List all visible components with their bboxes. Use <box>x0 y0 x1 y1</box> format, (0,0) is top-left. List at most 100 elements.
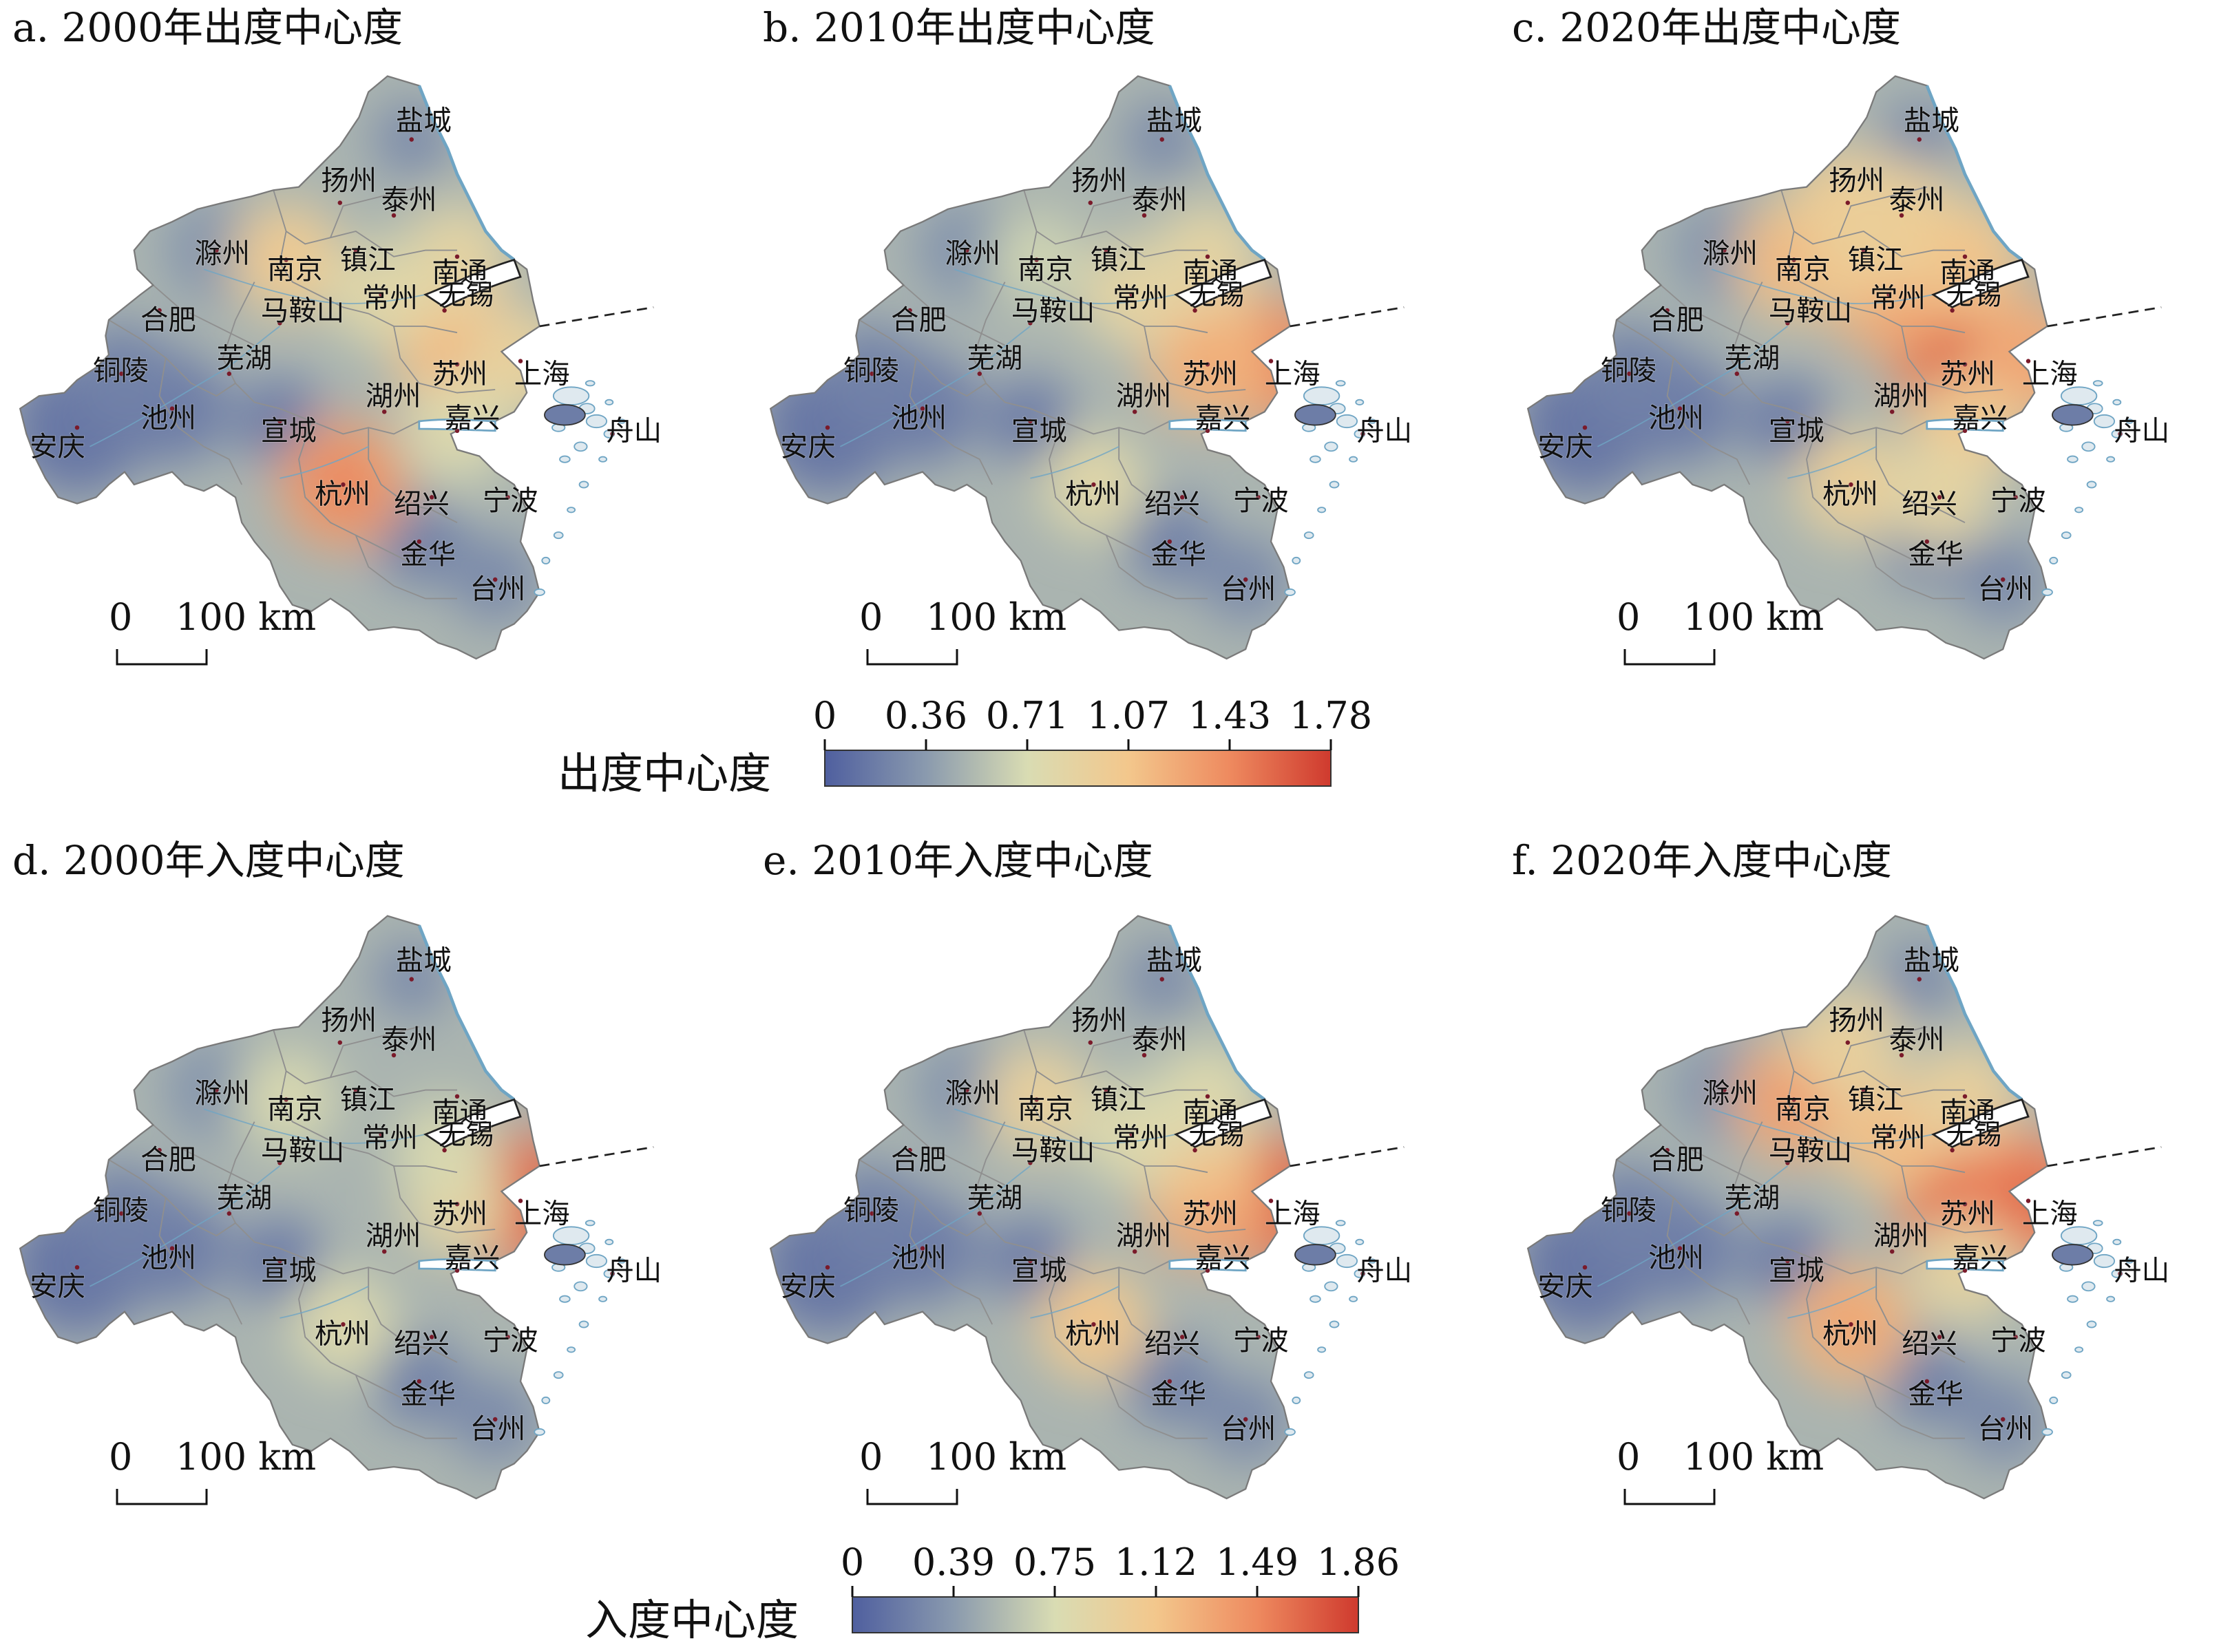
city-label-铜陵: 铜陵 <box>843 354 899 387</box>
city-label-台州: 台州 <box>470 573 525 606</box>
city-label-安庆: 安庆 <box>1537 1270 1593 1303</box>
island <box>1303 1371 1314 1379</box>
city-label-铜陵: 铜陵 <box>93 354 149 387</box>
city-label-滁州: 滁州 <box>945 1077 1000 1110</box>
city-label-杭州: 杭州 <box>1822 1317 1878 1351</box>
city-label-宣城: 宣城 <box>261 414 317 447</box>
city-dot <box>1243 577 1248 582</box>
river <box>954 1108 1177 1144</box>
city-border <box>1729 282 1928 435</box>
island <box>585 1253 608 1269</box>
legend-tick-label: 0.36 <box>885 694 967 737</box>
city-label-镇江: 镇江 <box>1848 1083 1904 1116</box>
city-border <box>298 1260 407 1401</box>
city-dot <box>1179 1335 1185 1339</box>
city-label-安庆: 安庆 <box>780 1270 836 1303</box>
island <box>2081 1281 2096 1292</box>
hangzhou-bay <box>1926 419 2004 432</box>
legend-in-degree: 入度中心度 0 0.39 0.75 1.12 1.49 1.86 <box>585 1540 1400 1645</box>
city-label-嘉兴: 嘉兴 <box>1953 1241 2008 1274</box>
city-dot <box>1677 406 1683 411</box>
city-label-湖州: 湖州 <box>1873 1219 1929 1252</box>
scale-bar: 0 100 km <box>109 1435 316 1505</box>
city-border <box>1660 284 1763 346</box>
legend-tick-label: 0 <box>841 1540 864 1584</box>
city-border <box>222 282 420 435</box>
island <box>2074 1346 2084 1353</box>
city-dot <box>1791 257 1796 262</box>
city-dot <box>284 1097 288 1102</box>
city-dot <box>1886 1132 1891 1137</box>
city-dot <box>2000 1417 2006 1422</box>
island <box>578 480 589 489</box>
island <box>1355 1238 1365 1246</box>
city-label-合肥: 合肥 <box>891 304 947 337</box>
legend-tick-label: 1.49 <box>1216 1540 1298 1584</box>
city-border <box>1780 189 1966 257</box>
city-label-芜湖: 芜湖 <box>1724 341 1780 374</box>
city-dot <box>492 1417 498 1422</box>
legend-tick-label: 1.12 <box>1115 1540 1197 1584</box>
city-label-扬州: 扬州 <box>1829 164 1884 197</box>
city-label-盐城: 盐城 <box>1146 944 1202 977</box>
river <box>1030 1285 1119 1319</box>
scale-bar-label: 100 km <box>1683 1435 1824 1479</box>
city-dot <box>74 425 80 430</box>
city-border <box>1080 1026 1170 1078</box>
city-label-南通: 南通 <box>1939 256 1995 289</box>
island <box>618 419 626 424</box>
city-border <box>1901 326 2003 394</box>
hangzhou-bay <box>1168 419 1247 432</box>
city-label-马鞍山: 马鞍山 <box>261 1134 344 1167</box>
panel-title: b. 2010年出度中心度 <box>763 4 1155 51</box>
city-dot <box>920 1246 925 1251</box>
city-label-泰州: 泰州 <box>1889 183 1945 216</box>
city-border <box>1105 535 1208 600</box>
city-dot <box>1917 137 1922 142</box>
city-dot <box>518 1198 523 1203</box>
city-label-金华: 金华 <box>400 1377 456 1410</box>
river <box>1030 445 1119 479</box>
city-border <box>222 1121 420 1275</box>
island <box>585 1220 596 1227</box>
yangtze-estuary <box>1931 258 2030 308</box>
city-label-苏州: 苏州 <box>1939 1197 1995 1230</box>
city-label-镇江: 镇江 <box>1848 243 1904 276</box>
city-label-宣城: 宣城 <box>261 1254 317 1287</box>
zhoushan-island <box>1294 404 1336 426</box>
city-dot <box>1849 482 1853 487</box>
island <box>1368 1258 1376 1264</box>
scale-bar-zero: 0 <box>859 1435 883 1479</box>
city-dot <box>965 248 969 253</box>
city-dot <box>1104 248 1109 253</box>
city-dot <box>381 1249 387 1254</box>
city-border <box>1023 189 1208 257</box>
city-label-芜湖: 芜湖 <box>1724 1181 1780 1214</box>
city-dot <box>1861 1088 1866 1092</box>
city-border <box>1729 1121 1928 1275</box>
scale-bar: 0 100 km <box>1617 595 1824 666</box>
island <box>1355 399 1365 406</box>
city-border <box>1875 427 1966 524</box>
city-dot <box>1142 213 1147 218</box>
city-label-铜陵: 铜陵 <box>93 1194 149 1227</box>
city-dot <box>1677 1246 1683 1251</box>
island <box>2092 380 2103 387</box>
city-label-常州: 常州 <box>1870 1121 1926 1154</box>
city-label-合肥: 合肥 <box>1648 304 1704 337</box>
city-label-盐城: 盐城 <box>1904 104 1959 137</box>
city-label-苏州: 苏州 <box>432 1197 487 1230</box>
island <box>1317 1346 1327 1353</box>
city-dot <box>1256 495 1261 500</box>
city-dot <box>1889 409 1895 414</box>
city-dot <box>1962 254 1968 260</box>
city-dot <box>454 1201 460 1207</box>
island <box>1329 480 1340 489</box>
island <box>541 556 551 564</box>
island <box>574 441 588 452</box>
city-dot <box>1937 495 1942 500</box>
city-label-嘉兴: 嘉兴 <box>445 401 501 434</box>
